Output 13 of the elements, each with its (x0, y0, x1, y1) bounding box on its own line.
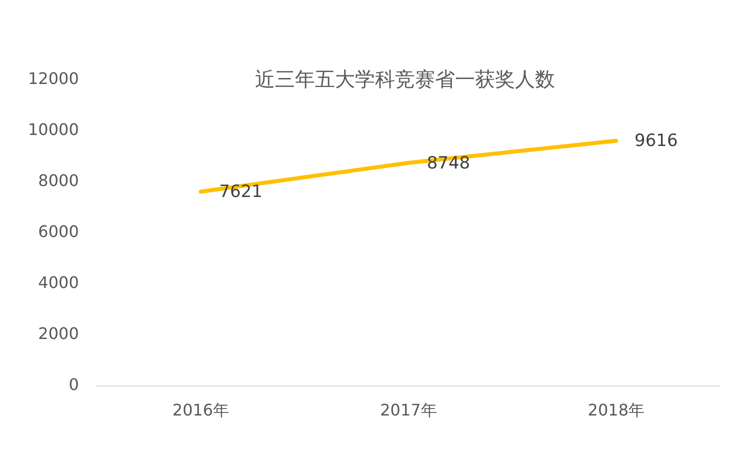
x-tick-label: 2016年 (172, 400, 230, 420)
data-label: 7621 (219, 182, 262, 202)
x-tick-label: 2017年 (380, 400, 437, 420)
y-tick-label: 4000 (38, 273, 79, 292)
y-tick-label: 8000 (38, 171, 79, 190)
y-tick-label: 2000 (38, 324, 79, 343)
y-tick-label: 12000 (28, 69, 79, 88)
y-tick-label: 6000 (38, 222, 79, 242)
y-tick-label: 0 (68, 374, 79, 394)
x-tick-label: 2018年 (588, 400, 645, 420)
chart-title: 近三年五大学科竞赛省一获奖人数 (254, 66, 556, 93)
data-label: 9616 (634, 131, 678, 152)
y-tick-label: 10000 (28, 120, 79, 140)
